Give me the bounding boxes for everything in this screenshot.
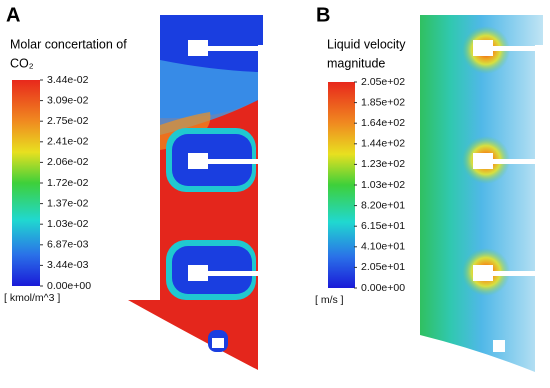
panel-label: B [316, 4, 330, 26]
unit-label: [ kmol/m^3 ] [4, 292, 60, 304]
colorbar-title: CO₂ [10, 56, 34, 70]
unit-label: [ m/s ] [315, 294, 344, 306]
colorbar [328, 82, 355, 288]
tick-label: 2.06e-02 [47, 156, 89, 168]
tick-label: 1.03e+02 [361, 179, 405, 191]
tick-label: 3.44e-03 [47, 259, 89, 271]
tick-label: 0.00e+00 [361, 282, 405, 294]
tick-label: 1.85e+02 [361, 96, 405, 108]
tick-label: 1.23e+02 [361, 158, 405, 170]
tick-label: 2.41e-02 [47, 136, 89, 148]
contour-a [128, 15, 263, 370]
tick-label: 6.15e+01 [361, 220, 405, 232]
tick-label: 2.75e-02 [47, 115, 89, 127]
tick-label: 1.72e-02 [47, 177, 89, 189]
tick-label: 2.05e+01 [361, 261, 405, 273]
tick-label: 3.44e-02 [47, 74, 89, 86]
tick-label: 2.05e+02 [361, 76, 405, 88]
panel-label: A [6, 4, 20, 26]
tick-label: 6.87e-03 [47, 239, 89, 251]
tick-label: 8.20e+01 [361, 199, 405, 211]
tick-label: 1.64e+02 [361, 117, 405, 129]
colorbar-title: Molar concertation of [10, 37, 127, 51]
tick-label: 0.00e+00 [47, 280, 91, 292]
colorbar [12, 80, 40, 286]
colorbar-title: Liquid velocity [327, 37, 406, 51]
tick-label: 4.10e+01 [361, 241, 405, 253]
colorbar-title: magnitude [327, 56, 385, 70]
tick-label: 1.44e+02 [361, 138, 405, 150]
contour-b [420, 15, 543, 372]
tick-label: 1.37e-02 [47, 197, 89, 209]
tick-label: 3.09e-02 [47, 94, 89, 106]
tick-label: 1.03e-02 [47, 218, 89, 230]
